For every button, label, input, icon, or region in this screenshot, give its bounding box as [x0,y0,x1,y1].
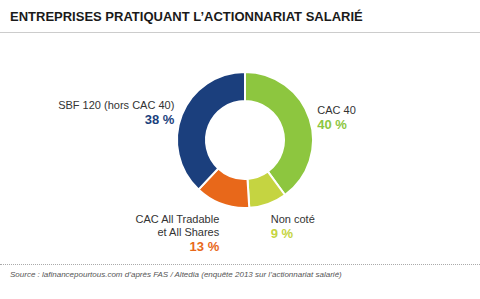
svg-text:SBF 120 (hors CAC 40): SBF 120 (hors CAC 40) [58,99,174,111]
svg-text:Non coté: Non coté [271,213,315,225]
svg-text:9 %: 9 % [271,226,294,241]
svg-text:CAC 40: CAC 40 [317,104,356,116]
svg-text:CAC All Tradableet All Shares: CAC All Tradableet All Shares [135,213,219,238]
svg-text:13 %: 13 % [190,239,220,254]
svg-text:40 %: 40 % [317,117,347,132]
svg-text:38 %: 38 % [145,112,175,127]
html-text:Source : lafinancepourtous.com: Source : lafinancepourtous.com d’après F… [10,270,342,279]
html-text:ENTREPRISES PRATIQUANT L’ACTIO: ENTREPRISES PRATIQUANT L’ACTIONNARIAT SA… [10,9,363,24]
